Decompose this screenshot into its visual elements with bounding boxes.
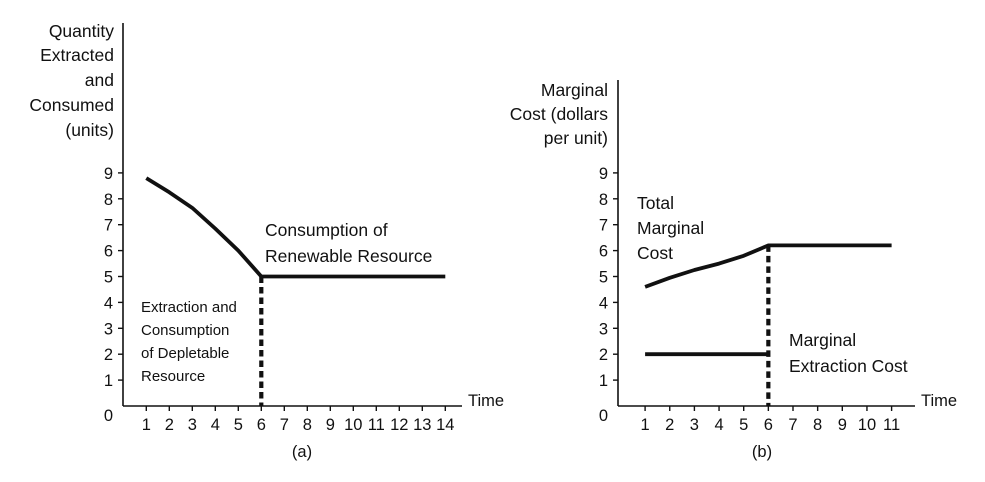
y-tick-label: 4 (104, 294, 113, 312)
y-tick-label: 7 (104, 217, 113, 235)
panel-b-total-mc-label-line: Cost (637, 243, 673, 263)
y-tick-label: 8 (104, 191, 113, 209)
x-tick-label: 1 (142, 416, 151, 434)
panel-a-ylabel-line: Extracted (40, 45, 114, 65)
y-tick-label: 3 (599, 320, 608, 338)
panel-b-ylabel-line: Marginal (541, 80, 608, 100)
panel-b-caption: (b) (752, 443, 772, 461)
panel-b-total-mc-label-line: Total (637, 193, 674, 213)
y-tick-label: 3 (104, 320, 113, 338)
panel-b-total-mc-label-line: Marginal (637, 218, 704, 238)
x-tick-label: 11 (883, 416, 900, 434)
x-tick-label: 3 (188, 416, 197, 434)
x-tick-label: 1 (641, 416, 650, 434)
y-tick-label: 5 (599, 269, 608, 287)
panel-a: Quantity Extracted and Consumed (units) … (29, 21, 504, 461)
y-tick-label: 9 (104, 165, 113, 183)
y-tick-label: 0 (104, 407, 113, 425)
panel-b-y-axis-label: Marginal Cost (dollars per unit) (510, 80, 608, 148)
panel-a-depletable-label-line: Extraction and (141, 299, 237, 316)
y-tick-label: 5 (104, 269, 113, 287)
panel-b-y-ticks: 0 1 2 3 4 5 6 7 8 9 (599, 165, 618, 425)
panel-b-extraction-cost-label: Marginal Extraction Cost (789, 330, 908, 376)
panel-a-ylabel-line: (units) (65, 120, 114, 140)
panel-b-x-axis-label: Time (921, 392, 957, 410)
x-tick-label: 12 (390, 416, 408, 434)
x-tick-label: 5 (739, 416, 748, 434)
x-tick-label: 10 (344, 416, 362, 434)
x-tick-label: 8 (303, 416, 312, 434)
panel-a-x-ticks: 1 2 3 4 5 6 7 8 9 10 11 12 13 14 (142, 406, 454, 434)
x-tick-label: 6 (257, 416, 266, 434)
panel-b-extraction-label-line: Marginal (789, 330, 856, 350)
x-tick-label: 4 (714, 416, 723, 434)
panel-a-depletable-label-line: Resource (141, 368, 205, 385)
x-tick-label: 8 (813, 416, 822, 434)
panel-a-ylabel-line: Consumed (29, 95, 114, 115)
x-tick-label: 6 (764, 416, 773, 434)
panel-b-extraction-label-line: Extraction Cost (789, 356, 908, 376)
panel-a-renewable-label-line: Renewable Resource (265, 246, 432, 266)
x-tick-label: 7 (788, 416, 797, 434)
x-tick-label: 2 (165, 416, 174, 434)
panel-b-ylabel-line: Cost (dollars (510, 104, 608, 124)
x-tick-label: 7 (280, 416, 289, 434)
x-tick-label: 3 (690, 416, 699, 434)
panel-a-caption: (a) (292, 443, 312, 461)
x-tick-label: 9 (838, 416, 847, 434)
y-tick-label: 6 (104, 243, 113, 261)
y-tick-label: 1 (599, 372, 608, 390)
panel-a-depletable-resource-line (145, 176, 263, 278)
y-tick-label: 8 (599, 191, 608, 209)
x-tick-label: 14 (436, 416, 454, 434)
y-tick-label: 6 (599, 243, 608, 261)
panel-a-depletable-label-line: of Depletable (141, 345, 229, 362)
x-tick-label: 9 (326, 416, 335, 434)
y-tick-label: 9 (599, 165, 608, 183)
x-tick-label: 2 (665, 416, 674, 434)
panel-a-renewable-label: Consumption of Renewable Resource (265, 220, 432, 266)
y-tick-label: 2 (599, 346, 608, 364)
y-tick-label: 0 (599, 407, 608, 425)
x-tick-label: 5 (234, 416, 243, 434)
panel-a-ylabel-line: and (85, 70, 114, 90)
panel-a-x-axis-label: Time (468, 392, 504, 410)
y-tick-label: 2 (104, 346, 113, 364)
panel-a-depletable-label-line: Consumption (141, 322, 229, 339)
panel-b-ylabel-line: per unit) (544, 128, 608, 148)
y-tick-label: 1 (104, 372, 113, 390)
y-tick-label: 7 (599, 217, 608, 235)
panel-b-total-marginal-cost-line (644, 243, 892, 289)
panel-b: Marginal Cost (dollars per unit) 0123456… (510, 80, 957, 461)
panel-a-renewable-label-line: Consumption of (265, 220, 388, 240)
panel-b-x-ticks: 1 2 3 4 5 6 7 8 9 10 11 (641, 406, 900, 434)
y-tick-label: 4 (599, 294, 608, 312)
x-tick-label: 13 (413, 416, 431, 434)
panel-a-y-axis-label: Quantity Extracted and Consumed (units) (29, 21, 114, 140)
panel-a-ylabel-line: Quantity (49, 21, 114, 41)
x-tick-label: 4 (211, 416, 220, 434)
x-tick-label: 10 (858, 416, 876, 434)
panel-a-y-ticks: 0 1 2 3 4 5 6 7 8 9 (104, 165, 123, 425)
panel-b-total-marginal-cost-label: Total Marginal Cost (637, 193, 704, 263)
panel-a-depletable-label: Extraction and Consumption of Depletable… (141, 299, 237, 385)
x-tick-label: 11 (368, 416, 385, 434)
